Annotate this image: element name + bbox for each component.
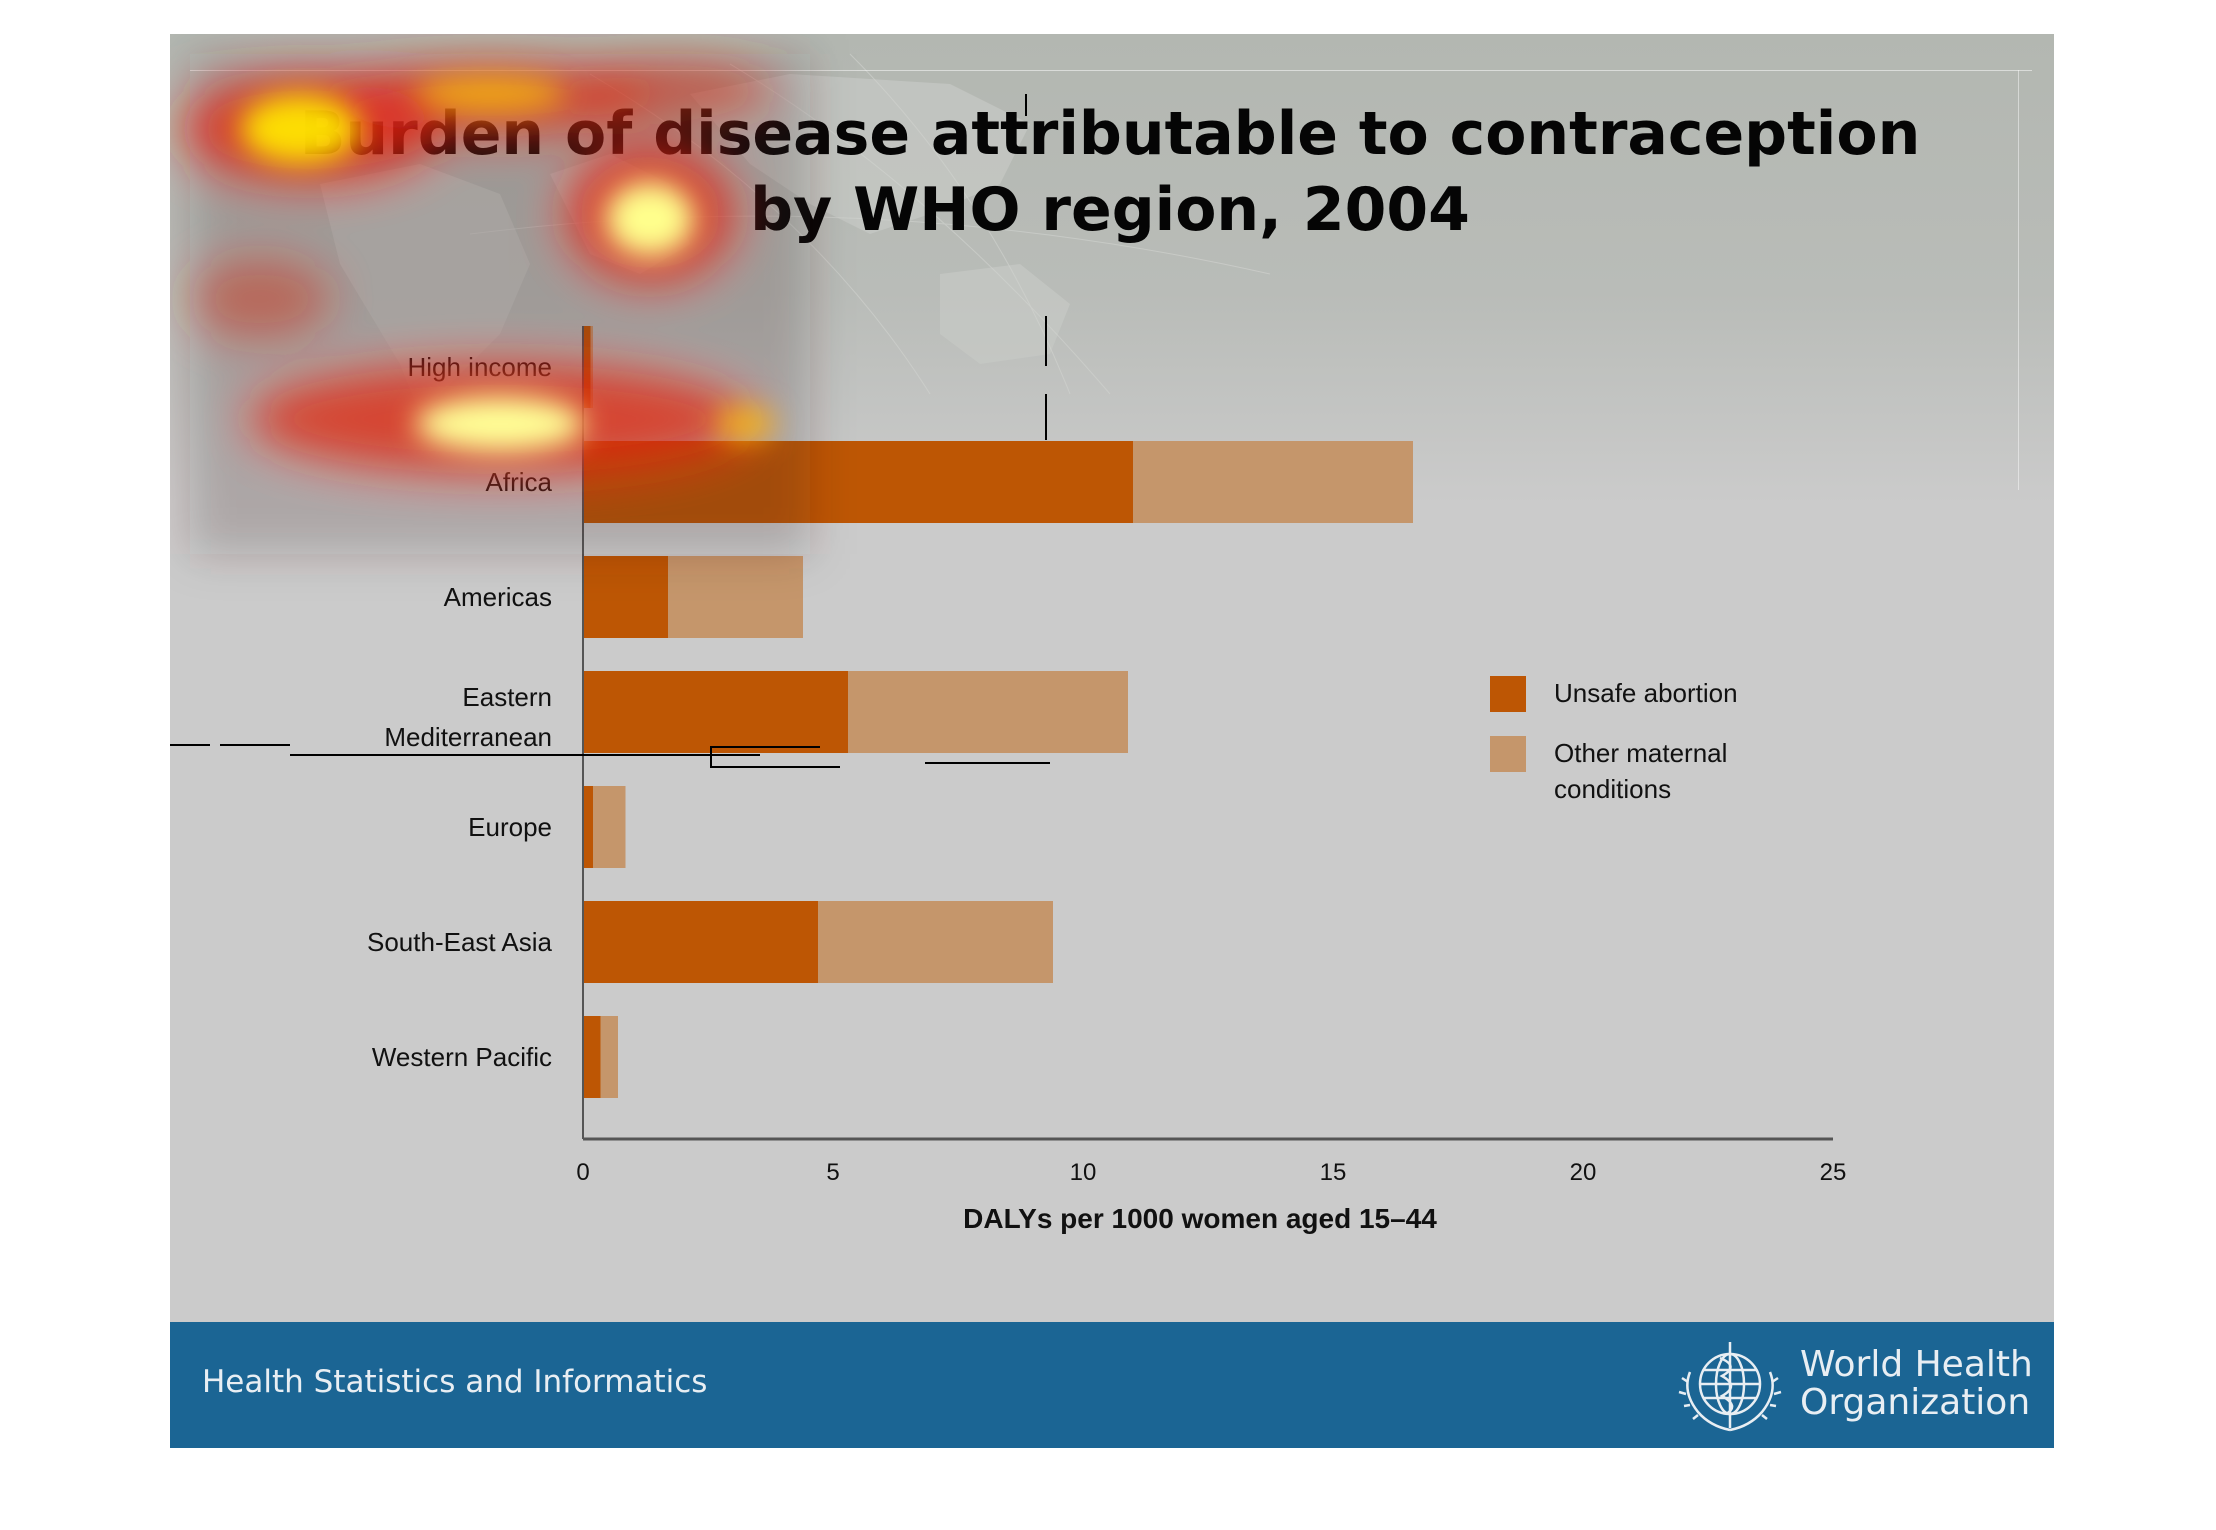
who-wordmark-line1: World Health: [1800, 1344, 2033, 1385]
x-tick-label: 25: [1820, 1159, 1847, 1186]
bar-other-maternal-south-east-asia: [818, 901, 1053, 983]
bar-unsafe-abortion-high-income: [583, 326, 591, 408]
bar-unsafe-abortion-americas: [583, 556, 668, 638]
stray-line: [710, 766, 840, 768]
who-wordmark: World Health Organization: [1800, 1346, 2033, 1422]
legend-label: Unsafe abortion: [1554, 678, 1738, 708]
stray-line: [290, 754, 760, 756]
stray-line: [925, 762, 1050, 764]
y-tick-label: Africa: [486, 467, 553, 497]
who-emblem-icon: [1678, 1342, 1782, 1432]
bar-other-maternal-europe: [593, 786, 626, 868]
bar-unsafe-abortion-africa: [583, 441, 1133, 523]
y-tick-label: Eastern Mediterranean: [384, 682, 552, 752]
footer-department-label: Health Statistics and Informatics: [202, 1364, 708, 1400]
bar-unsafe-abortion-south-east-asia: [583, 901, 818, 983]
bar-unsafe-abortion-europe: [583, 786, 593, 868]
legend: Unsafe abortion Other maternal conditions: [1490, 676, 1738, 804]
legend-swatch: [1490, 736, 1526, 772]
bar-chart: High income Africa Americas Eastern Mediterr…: [367, 326, 1846, 1234]
x-tick-label: 20: [1570, 1159, 1597, 1186]
y-tick-label: South-East Asia: [367, 927, 553, 957]
bar-other-maternal-americas: [668, 556, 803, 638]
x-tick-label: 15: [1320, 1159, 1347, 1186]
bar-other-maternal-high-income: [590, 326, 593, 408]
x-axis-ticks: 0 5 10 15 20 25: [576, 1159, 1846, 1186]
y-tick-label: Americas: [444, 582, 552, 612]
frame-line-right: [2018, 70, 2019, 490]
bar-unsafe-abortion-eastern-mediterranean: [583, 671, 848, 753]
bar-other-maternal-africa: [1133, 441, 1413, 523]
stray-line: [1045, 316, 1047, 366]
stray-line: [1045, 394, 1047, 440]
y-tick-label: Europe: [468, 812, 552, 842]
frame-line-top: [190, 70, 2032, 71]
bar-other-maternal-western-pacific: [600, 1016, 618, 1098]
y-tick-label: High income: [407, 352, 552, 382]
y-axis-labels: High income Africa Americas Eastern Mediterr…: [367, 352, 553, 1072]
x-tick-label: 10: [1070, 1159, 1097, 1186]
x-axis-title: DALYs per 1000 women aged 15–44: [963, 1203, 1437, 1234]
who-wordmark-line2: Organization: [1800, 1382, 2031, 1423]
legend-label: Other maternal conditions: [1554, 738, 1727, 804]
stray-line: [710, 746, 820, 748]
bar-other-maternal-eastern-mediterranean: [848, 671, 1128, 753]
stray-line: [170, 744, 210, 746]
footer-band: Health Statistics and Informatics World …: [170, 1322, 2054, 1448]
stray-line: [220, 744, 290, 746]
x-tick-label: 5: [826, 1159, 839, 1186]
bar-unsafe-abortion-western-pacific: [583, 1016, 601, 1098]
stray-line: [710, 746, 712, 766]
stray-line: [1025, 94, 1027, 116]
bars: [583, 326, 1413, 1098]
x-tick-label: 0: [576, 1159, 589, 1186]
slide: Burden of disease attributable to contra…: [170, 34, 2054, 1448]
y-tick-label: Western Pacific: [372, 1042, 552, 1072]
legend-swatch: [1490, 676, 1526, 712]
